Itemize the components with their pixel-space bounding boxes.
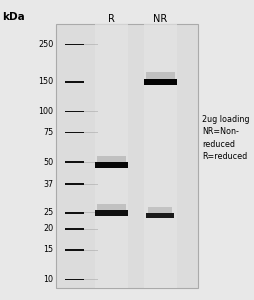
Text: R: R [108, 14, 115, 23]
Bar [65, 212, 84, 214]
Bar [97, 204, 126, 210]
Text: 50: 50 [43, 158, 53, 166]
Bar [65, 161, 84, 163]
Text: NR: NR [153, 14, 167, 23]
Text: 37: 37 [43, 179, 53, 188]
Text: 2ug loading
NR=Non-
reduced
R=reduced: 2ug loading NR=Non- reduced R=reduced [202, 115, 249, 161]
Bar [95, 162, 128, 168]
Bar [95, 210, 128, 216]
Bar [65, 81, 84, 83]
Bar [144, 24, 177, 288]
Bar [144, 79, 177, 85]
Text: 25: 25 [43, 208, 53, 217]
Bar [84, 229, 99, 230]
Text: 250: 250 [38, 40, 53, 49]
Bar [65, 279, 84, 280]
Bar [148, 207, 172, 213]
Text: 75: 75 [43, 128, 53, 137]
Text: 20: 20 [43, 224, 53, 233]
Bar [84, 162, 99, 163]
Text: 10: 10 [43, 275, 53, 284]
Bar [84, 279, 99, 280]
Bar [65, 228, 84, 230]
Bar [146, 72, 174, 79]
Bar [146, 213, 174, 218]
Bar [95, 24, 128, 288]
Bar [84, 44, 99, 45]
Text: 15: 15 [43, 245, 53, 254]
Bar [84, 132, 99, 133]
Text: 100: 100 [38, 107, 53, 116]
Bar [65, 44, 84, 45]
Bar [56, 24, 198, 288]
Bar [65, 131, 84, 133]
Text: kDa: kDa [3, 12, 25, 22]
Bar [65, 110, 84, 112]
Text: 150: 150 [38, 77, 53, 86]
Bar [65, 183, 84, 185]
Bar [65, 249, 84, 251]
Bar [97, 156, 126, 162]
Bar [84, 82, 99, 83]
Bar [84, 212, 99, 213]
Bar [84, 111, 99, 112]
